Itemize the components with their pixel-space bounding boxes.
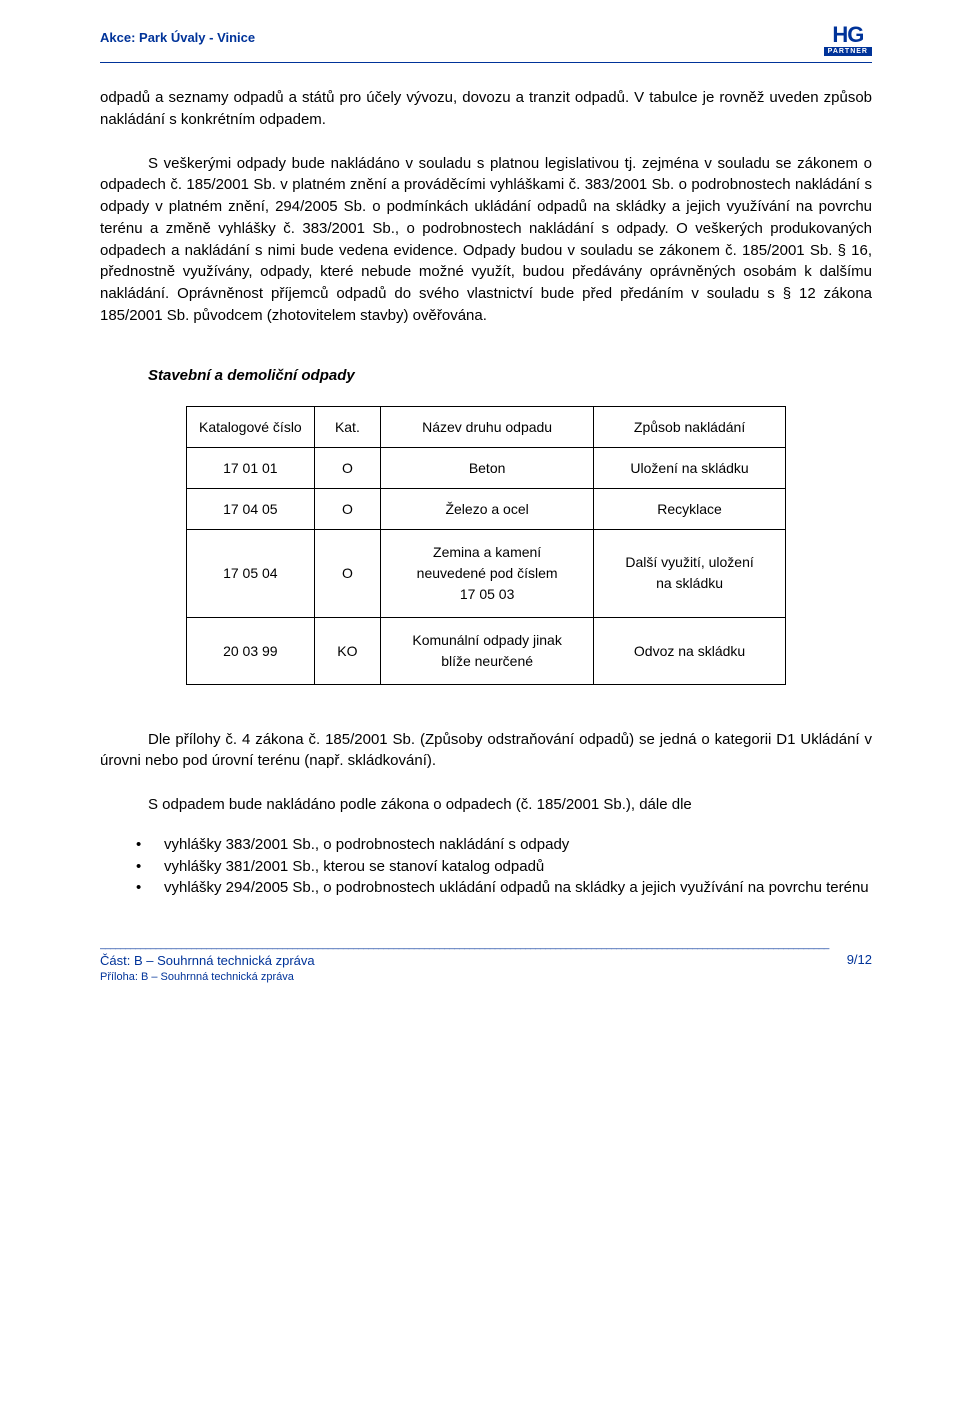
cell-catalog: 17 04 05 [187, 488, 315, 529]
project-title: Akce: Park Úvaly - Vinice [100, 30, 255, 45]
page-header: Akce: Park Úvaly - Vinice HG PARTNER [100, 30, 872, 56]
footer-attachment: Příloha: B – Souhrnná technická zpráva [100, 970, 315, 985]
table-row: 20 03 99 KO Komunální odpady jinak blíže… [187, 617, 786, 684]
cell-kat: KO [314, 617, 380, 684]
col-header-kat: Kat. [314, 406, 380, 447]
page: Akce: Park Úvaly - Vinice HG PARTNER odp… [0, 0, 960, 1414]
cell-name: Zemina a kamení neuvedené pod číslem 17 … [381, 529, 594, 617]
cell-name-line2: blíže neurčené [441, 653, 533, 669]
cell-method-line1: Další využití, uložení [625, 554, 753, 570]
logo-g-letter: G [847, 24, 863, 46]
header-divider [100, 62, 872, 63]
footer-separator: ________________________________________… [100, 939, 872, 950]
col-header-catalog: Katalogové číslo [187, 406, 315, 447]
paragraph-3: Dle přílohy č. 4 zákona č. 185/2001 Sb. … [100, 729, 872, 773]
list-item: vyhlášky 294/2005 Sb., o podrobnostech u… [136, 877, 872, 899]
footer-part: Část: B – Souhrnná technická zpráva [100, 952, 315, 970]
cell-catalog: 17 01 01 [187, 447, 315, 488]
section-title: Stavební a demoliční odpady [148, 367, 872, 384]
cell-method: Uložení na skládku [594, 447, 786, 488]
logo-letters: HG [832, 24, 863, 46]
list-item: vyhlášky 383/2001 Sb., o podrobnostech n… [136, 834, 872, 856]
cell-name: Beton [381, 447, 594, 488]
cell-kat: O [314, 447, 380, 488]
table-row: 17 05 04 O Zemina a kamení neuvedené pod… [187, 529, 786, 617]
table-row: 17 01 01 O Beton Uložení na skládku [187, 447, 786, 488]
cell-name-line3: 17 05 03 [460, 586, 515, 602]
table-row: 17 04 05 O Železo a ocel Recyklace [187, 488, 786, 529]
col-header-name: Název druhu odpadu [381, 406, 594, 447]
cell-catalog: 17 05 04 [187, 529, 315, 617]
cell-method: Odvoz na skládku [594, 617, 786, 684]
cell-catalog: 20 03 99 [187, 617, 315, 684]
cell-name: Komunální odpady jinak blíže neurčené [381, 617, 594, 684]
page-number: 9/12 [847, 952, 872, 967]
waste-table: Katalogové číslo Kat. Název druhu odpadu… [186, 406, 786, 685]
col-header-method: Způsob nakládání [594, 406, 786, 447]
partner-logo: HG PARTNER [824, 24, 872, 56]
table-header-row: Katalogové číslo Kat. Název druhu odpadu… [187, 406, 786, 447]
logo-h-letter: H [832, 24, 847, 46]
paragraph-2: S veškerými odpady bude nakládáno v soul… [100, 153, 872, 327]
cell-name-line1: Komunální odpady jinak [412, 632, 561, 648]
logo-banner: PARTNER [824, 47, 872, 56]
list-item: vyhlášky 381/2001 Sb., kterou se stanoví… [136, 856, 872, 878]
regulation-list: vyhlášky 383/2001 Sb., o podrobnostech n… [136, 834, 872, 899]
cell-name: Železo a ocel [381, 488, 594, 529]
cell-method-line2: na skládku [656, 575, 723, 591]
cell-kat: O [314, 488, 380, 529]
paragraph-4: S odpadem bude nakládáno podle zákona o … [100, 794, 872, 816]
cell-name-line1: Zemina a kamení [433, 544, 541, 560]
cell-method: Další využití, uložení na skládku [594, 529, 786, 617]
cell-method: Recyklace [594, 488, 786, 529]
page-footer: Část: B – Souhrnná technická zpráva Příl… [100, 952, 872, 984]
footer-left: Část: B – Souhrnná technická zpráva Příl… [100, 952, 315, 984]
paragraph-1: odpadů a seznamy odpadů a států pro účel… [100, 87, 872, 131]
cell-kat: O [314, 529, 380, 617]
cell-name-line2: neuvedené pod číslem [417, 565, 558, 581]
